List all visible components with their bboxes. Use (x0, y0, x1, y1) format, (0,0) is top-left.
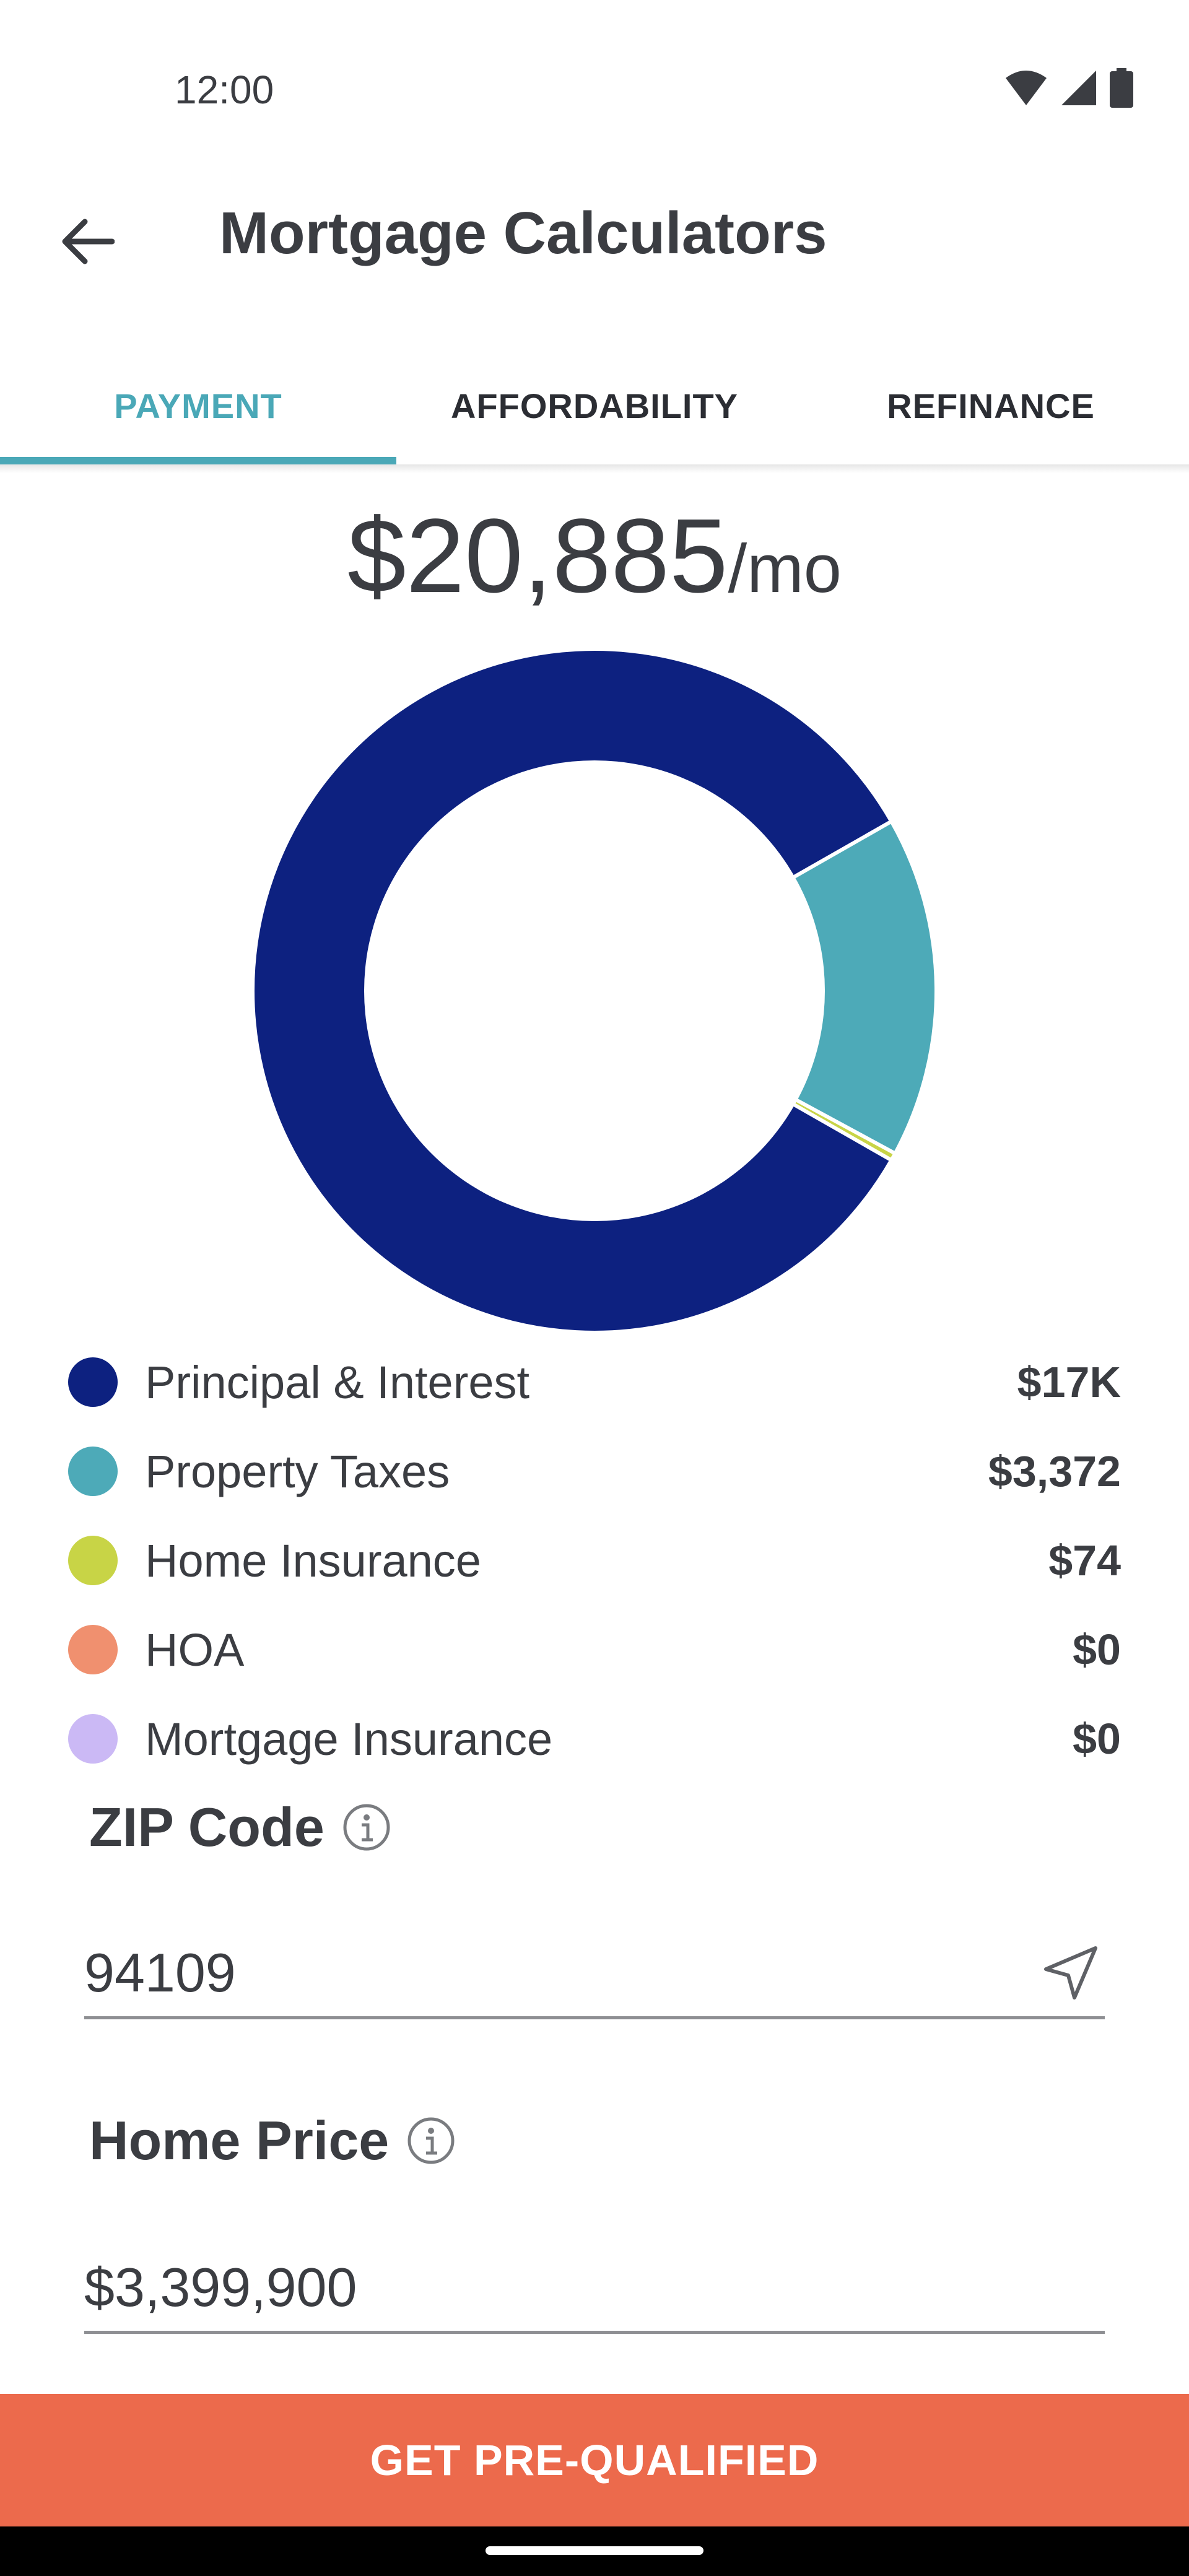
page-title: Mortgage Calculators (219, 200, 827, 266)
location-arrow-icon (1044, 1946, 1097, 1999)
signal-icon (1061, 71, 1096, 105)
zip-code-input[interactable] (84, 1941, 1013, 2004)
wifi-icon (1006, 71, 1047, 105)
legend-item-hoa: HOA $0 (68, 1605, 1121, 1694)
monthly-payment: $20,885/mo (0, 495, 1189, 617)
legend-value: $0 (1073, 1625, 1121, 1674)
legend-label: Mortgage Insurance (145, 1713, 553, 1765)
home-price-input[interactable] (84, 2256, 1013, 2319)
legend-dot (68, 1625, 118, 1674)
legend-label: Principal & Interest (145, 1356, 530, 1408)
use-location-button[interactable] (1037, 1939, 1105, 2007)
status-bar: 12:00 (0, 0, 1189, 149)
legend-value: $0 (1073, 1715, 1121, 1763)
status-time: 12:00 (175, 67, 274, 112)
tab-indicator (0, 457, 396, 464)
legend-dot (68, 1357, 118, 1407)
battery-icon (1110, 68, 1133, 108)
tab-affordability[interactable]: AFFORDABILITY (450, 386, 739, 425)
get-pre-qualified-button[interactable]: GET PRE-QUALIFIED (0, 2394, 1189, 2526)
tab-bar-shadow (0, 464, 1189, 473)
payment-breakdown-donut-chart (251, 647, 938, 1334)
tab-bar: PAYMENT AFFORDABILITY REFINANCE (0, 347, 1189, 464)
zip-code-label-text: ZIP Code (89, 1796, 324, 1858)
status-icons (1004, 68, 1133, 108)
legend-label: Home Insurance (145, 1534, 481, 1586)
legend-value: $17K (1017, 1358, 1121, 1406)
arrow-left-icon (62, 219, 115, 264)
home-handle[interactable] (486, 2546, 703, 2555)
legend-item-home-insurance: Home Insurance $74 (68, 1516, 1121, 1605)
tab-refinance[interactable]: REFINANCE (887, 386, 1095, 425)
legend-item-property-taxes: Property Taxes $3,372 (68, 1427, 1121, 1516)
home-price-field (84, 2244, 1105, 2334)
tab-payment[interactable]: PAYMENT (114, 386, 282, 425)
zip-code-field (84, 1930, 1105, 2019)
monthly-payment-amount: $20,885 (347, 497, 728, 615)
home-price-label: Home Price (89, 2109, 456, 2172)
back-button[interactable] (43, 198, 130, 285)
zip-code-label: ZIP Code (89, 1796, 391, 1859)
legend-item-mortgage-insurance: Mortgage Insurance $0 (68, 1694, 1121, 1783)
legend-dot (68, 1447, 118, 1496)
chart-legend: Principal & Interest $17K Property Taxes… (68, 1338, 1121, 1783)
legend-dot (68, 1536, 118, 1585)
info-icon[interactable] (406, 2116, 456, 2165)
legend-dot (68, 1714, 118, 1764)
legend-item-principal-interest: Principal & Interest $17K (68, 1338, 1121, 1427)
donut-hole (364, 760, 825, 1221)
info-icon[interactable] (342, 1803, 391, 1852)
home-price-label-text: Home Price (89, 2110, 390, 2171)
legend-value: $3,372 (988, 1447, 1121, 1495)
legend-label: Property Taxes (145, 1445, 450, 1497)
legend-value: $74 (1048, 1536, 1121, 1585)
monthly-payment-unit: /mo (728, 531, 842, 607)
legend-label: HOA (145, 1624, 245, 1676)
